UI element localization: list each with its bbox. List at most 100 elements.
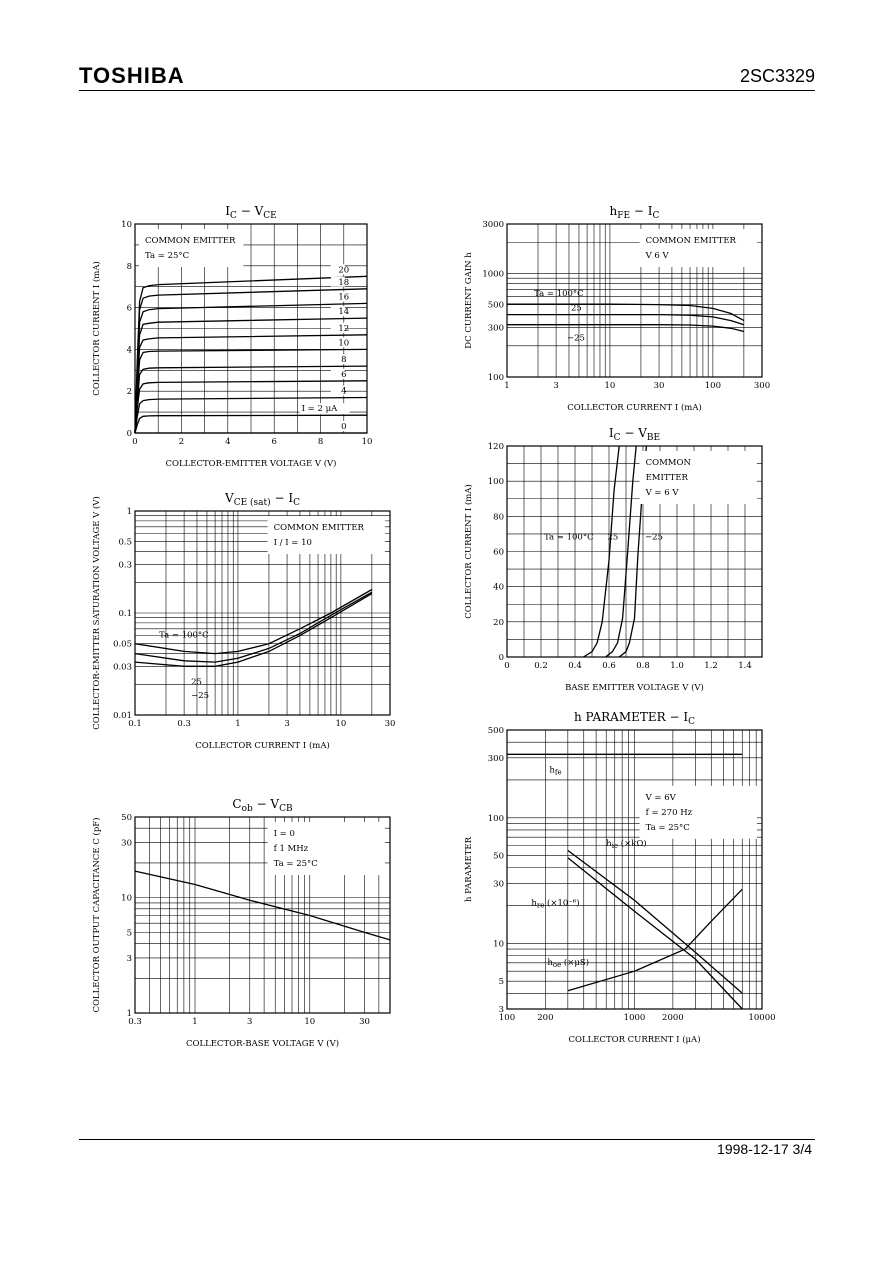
title-part: C	[688, 717, 695, 727]
y-tick-label: 40	[493, 583, 504, 593]
y-tick-label: 100	[488, 373, 504, 383]
x-tick-label: 3	[284, 719, 289, 729]
x-axis-label: COLLECTOR CURRENT I (μA)	[568, 1034, 700, 1045]
series-label: Ta = 100°C	[544, 533, 594, 543]
series-label-18: 18	[338, 278, 349, 288]
annotation-text: COMMON EMITTER	[274, 523, 365, 533]
x-tick-label: 0.2	[534, 661, 548, 671]
series-name: h	[547, 958, 553, 968]
brand-logo: TOSHIBA	[79, 63, 185, 88]
x-tick-label: 10000	[748, 1013, 775, 1023]
title-part: CB	[279, 804, 293, 814]
footer-date-page: 1998-12-17 3/4	[717, 1141, 812, 1157]
annotation-bg	[267, 516, 385, 554]
x-axis-label: COLLECTOR-EMITTER VOLTAGE V (V)	[165, 458, 336, 469]
label-bg	[330, 322, 345, 333]
series-line	[134, 588, 373, 655]
title-part: − I	[271, 491, 294, 505]
header-rule	[79, 90, 815, 91]
series-line	[134, 396, 368, 434]
y-tick-label: 3000	[482, 220, 504, 230]
x-tick-label: 6	[271, 437, 276, 447]
series-label: hre (×10⁻⁶)	[531, 898, 579, 910]
y-tick-label: 80	[493, 512, 504, 522]
x-tick-label: 2000	[662, 1013, 684, 1023]
plot-frame	[134, 816, 391, 1014]
y-axis-label: h PARAMETER	[464, 836, 474, 902]
y-tick-label: 300	[488, 324, 504, 334]
x-tick-label: 10	[335, 719, 346, 729]
series-label: −25	[191, 691, 209, 701]
series-suffix: (×μS)	[561, 957, 589, 968]
plot-frame	[506, 445, 763, 658]
series-name: −25	[191, 691, 209, 701]
y-tick-label: 50	[493, 852, 504, 862]
series-label-20: 20	[338, 265, 349, 275]
plot-frame	[506, 223, 763, 378]
series-sub: ie	[612, 842, 618, 850]
y-tick-label: 120	[488, 442, 504, 452]
footer-rule	[79, 1139, 815, 1140]
annotation-bg	[639, 451, 757, 504]
series-label-8: 8	[341, 355, 346, 365]
y-tick-label: 3	[127, 954, 132, 964]
annotation-text: V 6 V	[645, 251, 670, 261]
y-tick-label: 1	[127, 1009, 132, 1019]
series-sub: oe	[553, 961, 561, 969]
chart-title: Cob − VCB	[232, 797, 293, 814]
annotation-text: I = 0	[274, 829, 295, 839]
x-tick-label: 1.0	[670, 661, 684, 671]
series-label: Ta = 100°C	[159, 631, 209, 641]
series-label: 25	[608, 533, 619, 543]
x-tick-label: 4	[225, 437, 230, 447]
title-part: C	[230, 211, 237, 221]
label-bg	[330, 291, 345, 302]
series-line	[134, 414, 368, 434]
y-tick-label: 6	[127, 304, 132, 314]
series-name: h	[606, 839, 612, 849]
series-line	[567, 857, 743, 1010]
series-label-10: 10	[338, 338, 349, 348]
label-bg	[330, 421, 345, 431]
x-tick-label: 8	[318, 437, 323, 447]
series-line	[567, 888, 743, 992]
series-label-6: 6	[341, 370, 346, 380]
annotation-text: EMITTER	[646, 473, 689, 483]
title-part: C	[293, 498, 300, 508]
y-tick-label: 100	[488, 814, 504, 824]
series-line	[134, 348, 368, 434]
x-tick-label: 1	[235, 719, 240, 729]
y-tick-label: 8	[127, 262, 132, 272]
annotation-text: V = 6 V	[645, 488, 680, 498]
series-line	[134, 365, 368, 434]
chart-ic_vbe: 0 0.2 0.4 0.6 0.8 1.0 1.2 1.4 0 20 40 60 80 100 120 IC …	[463, 426, 763, 693]
x-tick-label: 3	[247, 1017, 252, 1027]
series-name: 25	[191, 677, 202, 687]
x-tick-label: 0.1	[128, 719, 142, 729]
title-part: CE	[263, 211, 276, 221]
title-part: FE	[617, 211, 630, 221]
annotation-bg	[639, 785, 757, 839]
label-bg	[330, 337, 345, 348]
title-part: ob	[242, 804, 253, 814]
x-tick-label: 100	[499, 1013, 515, 1023]
title-part: BE	[647, 433, 660, 443]
x-tick-label: 0.4	[568, 661, 582, 671]
chart-hfe_ic: 1 3 10 30 100 300 100 300 500 1000 3000 hFE − IC COL…	[464, 204, 770, 413]
x-tick-label: 30	[385, 719, 396, 729]
title-part: h PARAMETER − I	[574, 710, 688, 724]
series-name: −25	[645, 533, 663, 543]
annotation-text: COMMON	[646, 458, 692, 468]
y-tick-label: 10	[121, 894, 132, 904]
x-tick-label: 3	[553, 381, 558, 391]
x-tick-label: 0.6	[602, 661, 616, 671]
series-name: h	[549, 765, 555, 775]
annotation-text: Ta = 25°C	[646, 823, 690, 833]
y-tick-label: 10	[121, 220, 132, 230]
part-number: 2SC3329	[739, 66, 815, 86]
y-axis-label: COLLECTOR CURRENT I (mA)	[463, 484, 474, 619]
y-tick-label: 2	[127, 387, 132, 397]
series-label: hoe (×μS)	[547, 957, 589, 969]
